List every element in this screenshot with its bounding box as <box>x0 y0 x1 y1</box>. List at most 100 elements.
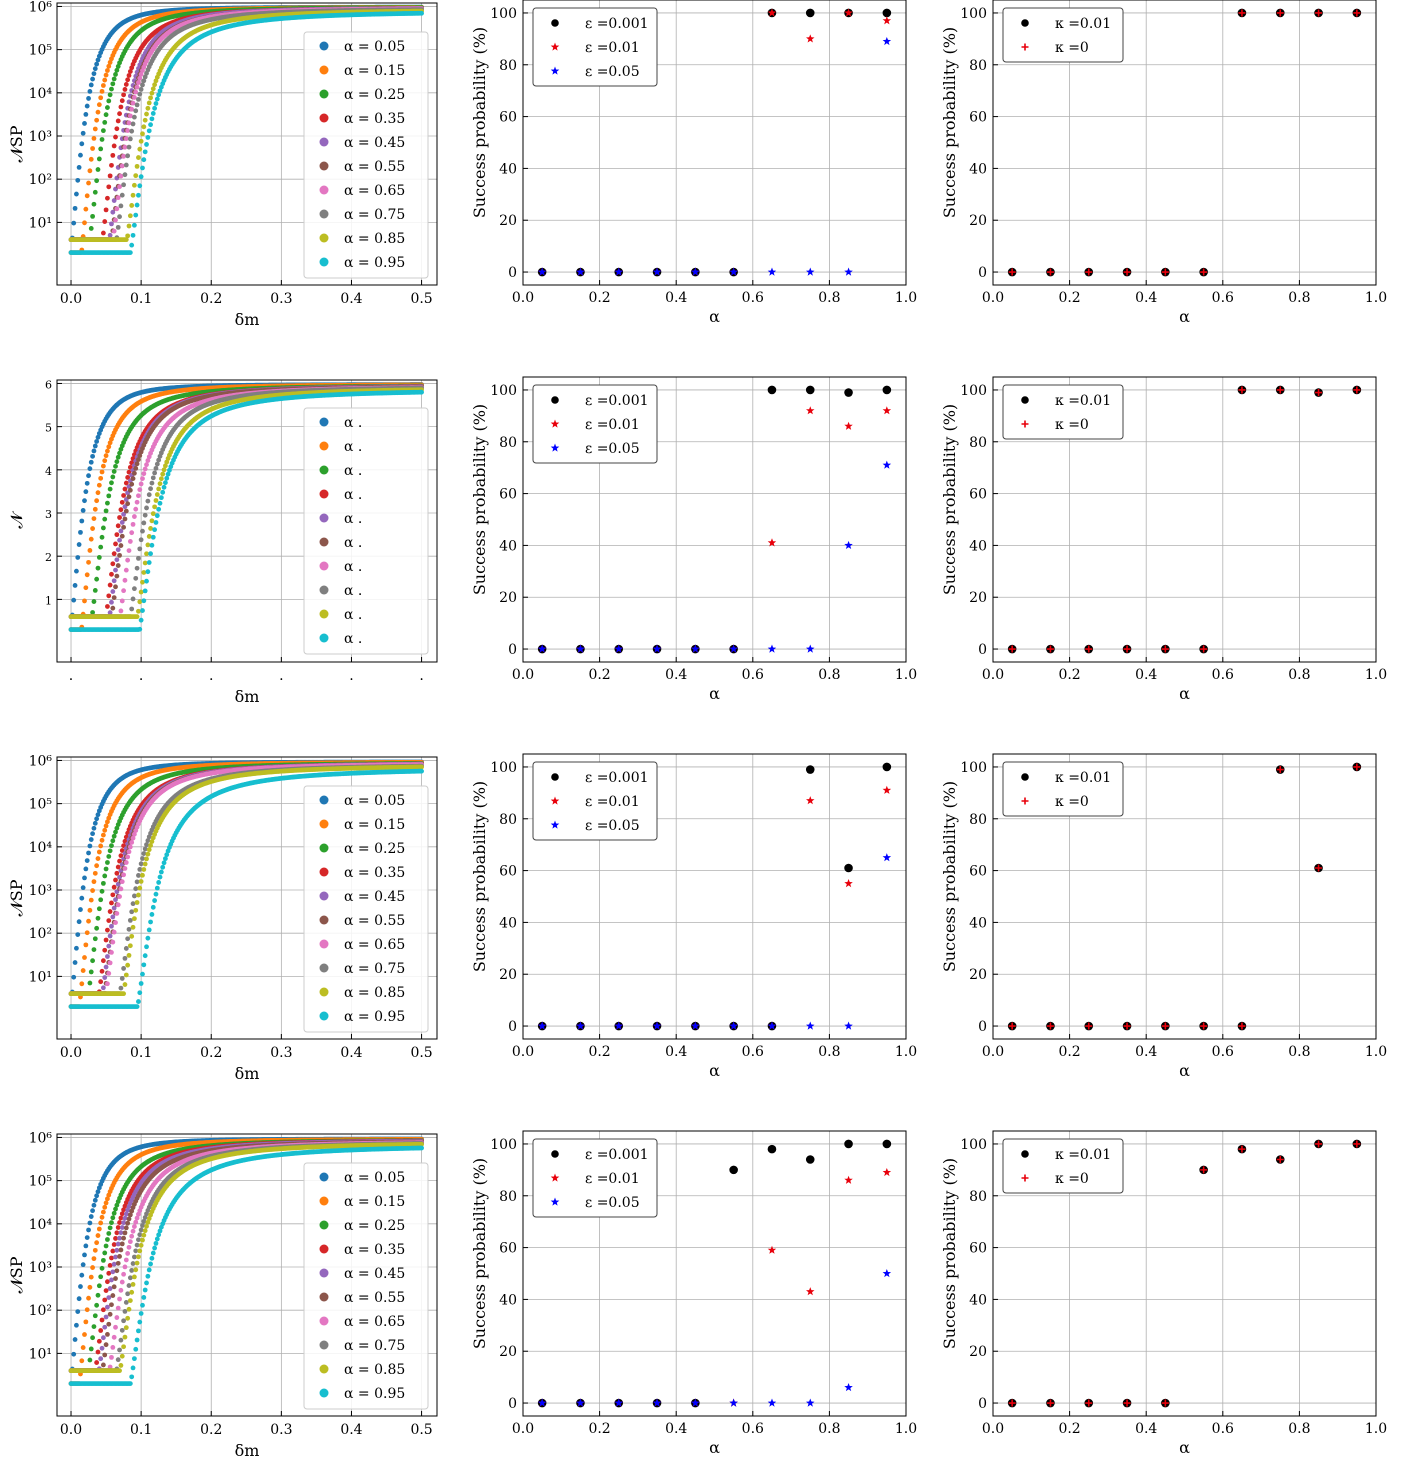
series-point <box>125 153 131 159</box>
y-tick-label: 100 <box>960 6 987 22</box>
legend-marker <box>319 41 329 51</box>
series-point <box>129 530 135 536</box>
series-point <box>118 203 124 209</box>
legend-marker <box>319 65 329 75</box>
series-point <box>109 480 114 486</box>
series-point <box>137 546 143 552</box>
x-axis-label: δm <box>235 310 260 329</box>
series-point <box>92 189 98 195</box>
right-axes-frame <box>992 0 1377 286</box>
series-point <box>105 195 110 201</box>
series-point <box>126 223 132 229</box>
series-point <box>114 459 120 465</box>
series-point <box>145 135 151 140</box>
series-point <box>76 164 82 170</box>
series-point <box>133 506 139 512</box>
series-point <box>131 222 137 228</box>
series-point <box>102 516 108 522</box>
y-tick-label: 20 <box>969 213 987 229</box>
series-point <box>114 573 120 579</box>
plus-marker <box>1123 268 1131 276</box>
series-point <box>125 77 131 83</box>
series-point <box>122 486 128 492</box>
y-tick-label: 10⁵ <box>29 43 53 59</box>
series-point <box>136 192 141 198</box>
series-point <box>133 575 139 581</box>
legend-label: κ =0.01 <box>1055 16 1111 32</box>
series-point <box>138 71 144 77</box>
legend-label: α = 0.75 <box>344 207 405 223</box>
series-point <box>142 149 148 155</box>
y-axis-label: Success probability (%) <box>470 27 489 218</box>
series-point <box>79 518 85 524</box>
series-point <box>75 177 81 183</box>
series-point <box>113 72 118 77</box>
series-point <box>110 605 116 611</box>
series-point <box>157 88 163 94</box>
series-point <box>127 69 133 74</box>
series-point <box>95 565 101 571</box>
series-point <box>90 610 95 615</box>
series-point <box>106 98 112 104</box>
y-tick-label: 10⁶ <box>29 0 53 15</box>
series-point <box>123 508 129 514</box>
series-point <box>146 100 152 106</box>
legend-label: α = 0.15 <box>344 63 405 79</box>
x-tick-label: 0.4 <box>340 291 362 307</box>
series-point <box>102 458 108 464</box>
series-point <box>84 103 90 109</box>
y-tick-label: 40 <box>499 161 517 177</box>
series-point <box>94 61 100 67</box>
series-point <box>106 184 112 190</box>
series-point <box>83 206 89 212</box>
series-point <box>122 577 128 583</box>
series-point <box>91 516 97 522</box>
series-point <box>152 82 158 88</box>
series-point <box>91 201 97 207</box>
series-point <box>130 121 136 127</box>
series-point <box>103 453 109 459</box>
y-tick-label: 1 <box>45 594 52 607</box>
series-point <box>103 207 109 213</box>
series-point <box>100 83 106 88</box>
series-point <box>82 498 87 504</box>
legend-label: κ =0 <box>1055 40 1089 56</box>
series-point <box>86 180 91 186</box>
series-point <box>144 111 149 117</box>
y-tick-label: 10² <box>29 172 52 188</box>
series-point <box>94 117 100 123</box>
x-tick-label: 0.6 <box>742 290 764 306</box>
series-point <box>142 466 148 472</box>
series-point <box>87 548 93 553</box>
series-point <box>111 143 117 149</box>
series-point <box>149 480 155 486</box>
series-point <box>127 113 133 119</box>
series-point <box>95 109 101 115</box>
series-point <box>113 463 118 469</box>
series-point <box>78 152 83 158</box>
series-point <box>99 88 105 94</box>
series-point <box>98 146 104 152</box>
series-point <box>83 585 89 591</box>
star-marker <box>882 37 892 46</box>
series-point <box>111 578 117 584</box>
series-point <box>114 557 120 563</box>
series-point <box>102 77 108 83</box>
series-point <box>92 443 98 449</box>
row1-cost-panel: 0.0 0.1 0.2 0.3 0.4 0.5 10¹ 10² 10³ 10⁴ 10⁵ 10⁶ 𝓝SP δ… <box>0 0 470 330</box>
series-point <box>111 469 117 474</box>
series-point <box>129 481 135 487</box>
series-point <box>100 230 106 236</box>
series-point <box>98 95 104 101</box>
series-point <box>125 128 131 133</box>
series-point <box>122 516 128 522</box>
series-point <box>87 168 93 174</box>
series-point <box>144 505 149 511</box>
plus-marker <box>1161 268 1169 276</box>
series-point <box>126 548 132 554</box>
series-point <box>137 183 143 189</box>
series-point <box>106 444 112 450</box>
series-point <box>109 86 114 92</box>
series-point <box>134 202 140 208</box>
